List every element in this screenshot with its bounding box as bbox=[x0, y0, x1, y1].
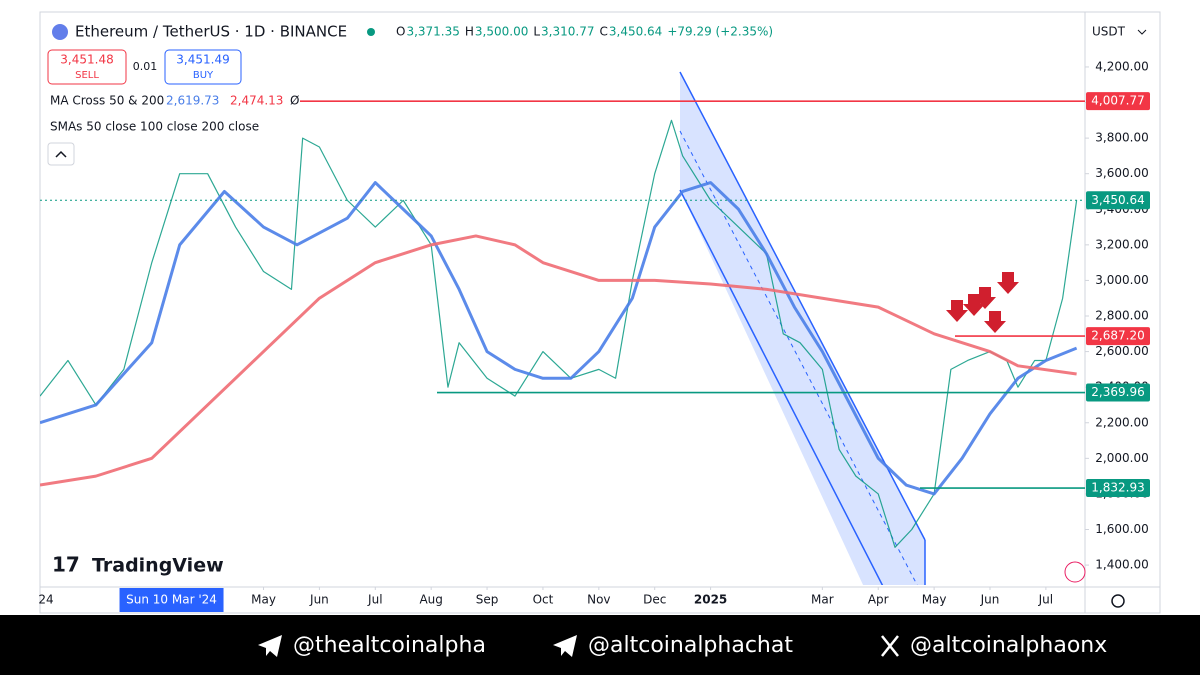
handle: @altcoinalphachat bbox=[588, 633, 793, 658]
ohlc-value: 3,450.64 bbox=[609, 25, 662, 39]
x-tick-label: Mar bbox=[811, 593, 834, 607]
currency-caret bbox=[1137, 29, 1147, 35]
channel-mid bbox=[679, 130, 918, 585]
spread: 0.01 bbox=[133, 60, 158, 73]
x-tick-label: Jul bbox=[1038, 593, 1053, 607]
crosshair-label-bg bbox=[119, 588, 224, 612]
ohlc-key: C bbox=[599, 25, 607, 39]
logo-text: TradingView bbox=[92, 555, 224, 577]
arrow bbox=[946, 300, 968, 322]
y-tick-label: 2,800.00 bbox=[1095, 309, 1148, 323]
buy-price: 3,451.49 bbox=[176, 53, 229, 67]
price-badge bbox=[1086, 383, 1150, 402]
price-badge-label: 1,832.93 bbox=[1091, 481, 1144, 495]
arrows bbox=[946, 272, 1019, 333]
y-tick-label: 3,200.00 bbox=[1095, 237, 1148, 251]
price-badge-label: 2,369.96 bbox=[1091, 385, 1144, 399]
x-tick-label: Dec bbox=[643, 593, 666, 607]
x-tick-label: 24 bbox=[38, 593, 53, 607]
buy-button[interactable] bbox=[164, 49, 242, 85]
x-tick-label: May bbox=[251, 593, 276, 607]
y-tick-label: 1,600.00 bbox=[1095, 522, 1148, 536]
x-icon bbox=[881, 635, 899, 657]
currency[interactable]: USDT bbox=[1092, 25, 1126, 39]
handle: @thealtcoinalpha bbox=[293, 633, 486, 658]
price-badge bbox=[1086, 92, 1150, 111]
collapse-button[interactable] bbox=[47, 142, 75, 166]
indicator-value: 2,619.73 bbox=[166, 94, 219, 108]
telegram-icon bbox=[258, 635, 282, 657]
symbol: Ethereum / TetherUS · 1D · BINANCE bbox=[75, 23, 347, 41]
logo-mark: 17 bbox=[52, 553, 80, 577]
price-badge-label: 2,687.20 bbox=[1091, 329, 1144, 343]
telegram-icon bbox=[553, 635, 577, 657]
buy-label: BUY bbox=[193, 70, 214, 81]
crosshair-label: Sun 10 Mar '24 bbox=[126, 593, 217, 607]
chart-frame bbox=[39, 11, 1161, 614]
y-tick-label: 3,800.00 bbox=[1095, 131, 1148, 145]
price-badge bbox=[1086, 327, 1150, 346]
change: +79.29 (+2.35%) bbox=[667, 25, 773, 39]
y-tick-label: 2,600.00 bbox=[1095, 344, 1148, 358]
ohlc-value: 3,310.77 bbox=[541, 25, 594, 39]
ohlc-key: O bbox=[396, 25, 405, 39]
ohlc-value: 3,371.35 bbox=[406, 25, 459, 39]
y-tick-label: 1,400.00 bbox=[1095, 558, 1148, 572]
y-tick-label: 3,600.00 bbox=[1095, 166, 1148, 180]
ohlc-key: H bbox=[465, 25, 474, 39]
alert-button[interactable] bbox=[1064, 561, 1086, 583]
indicator-name: MA Cross 50 & 200 bbox=[50, 94, 164, 108]
y-tick-label: 2,000.00 bbox=[1095, 451, 1148, 465]
y-tick-label: 3,000.00 bbox=[1095, 273, 1148, 287]
sell-label: SELL bbox=[75, 70, 99, 81]
x-tick-label: Aug bbox=[419, 593, 442, 607]
ohlc-key: L bbox=[533, 25, 540, 39]
x-tick-label: Jun bbox=[980, 593, 1000, 607]
price-badge bbox=[1086, 479, 1150, 498]
footer bbox=[0, 615, 1200, 675]
x-tick-label: 2025 bbox=[694, 593, 727, 607]
y-tick-label: 4,200.00 bbox=[1095, 59, 1148, 73]
arrow bbox=[997, 272, 1019, 294]
ohlc: O 3,371.35 H 3,500.00 L 3,310.77 C 3,450.64 +79.… bbox=[396, 25, 773, 39]
x-tick-label: Sep bbox=[476, 593, 499, 607]
collapse-icon bbox=[55, 150, 67, 158]
indicator-extra: Ø bbox=[290, 94, 299, 108]
price-badge bbox=[1086, 191, 1150, 210]
price-badge-label: 3,450.64 bbox=[1091, 193, 1144, 207]
x-tick-label: Apr bbox=[868, 593, 889, 607]
ma-line bbox=[40, 234, 1077, 487]
sell-price: 3,451.48 bbox=[60, 53, 113, 67]
indicator-value: 2,474.13 bbox=[230, 94, 283, 108]
x-tick-label: Jul bbox=[367, 593, 382, 607]
indicator-name: SMAs 50 close 100 close 200 close bbox=[50, 120, 259, 134]
sell-button[interactable] bbox=[47, 49, 127, 85]
arrow bbox=[974, 287, 996, 309]
x-tick-label: May bbox=[922, 593, 947, 607]
arrow bbox=[984, 311, 1006, 333]
price-badge-label: 4,007.77 bbox=[1091, 94, 1144, 108]
series-layer bbox=[40, 119, 1078, 548]
channel-line bbox=[679, 189, 884, 585]
ohlc-value: 3,500.00 bbox=[475, 25, 528, 39]
status-dot bbox=[367, 28, 375, 36]
ma-line bbox=[40, 181, 1078, 496]
x-tick-label: Oct bbox=[533, 593, 554, 607]
x-tick-label: Jun bbox=[309, 593, 329, 607]
x-tick-label: Nov bbox=[587, 593, 610, 607]
y-tick-label: 2,200.00 bbox=[1095, 415, 1148, 429]
settings-button[interactable] bbox=[1111, 594, 1125, 608]
coin-icon bbox=[52, 24, 68, 40]
handle: @altcoinalphaonx bbox=[910, 633, 1107, 658]
